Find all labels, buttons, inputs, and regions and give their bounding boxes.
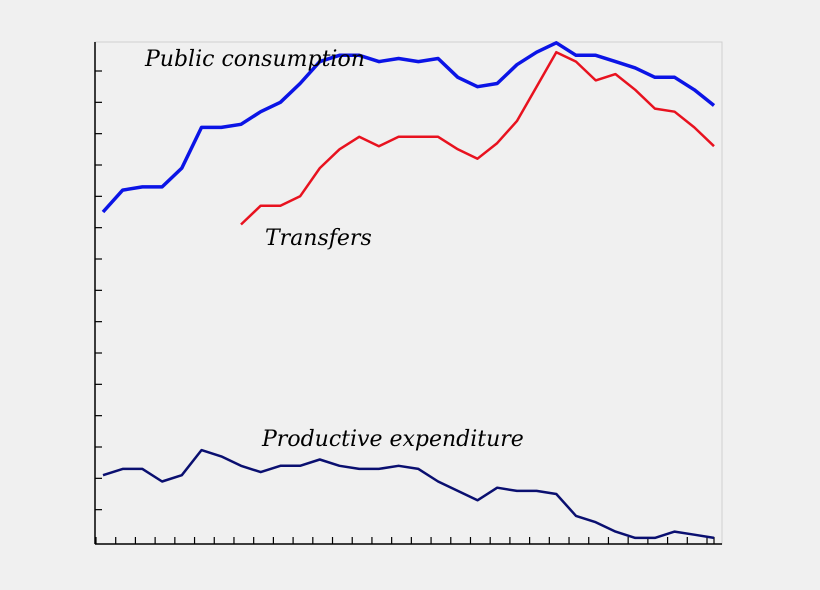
plot-frame [94, 41, 723, 545]
x-axis-ticks [95, 537, 715, 544]
series-line-public-consumption [101, 41, 716, 214]
series-line-productive-expenditure [102, 448, 715, 540]
y-axis-ticks [95, 70, 102, 511]
series-label: Productive expenditure [261, 427, 524, 452]
series-lines [101, 41, 716, 540]
series-line-transfers [240, 50, 715, 226]
series-label: Transfers [265, 226, 372, 251]
series-label: Public consumption [144, 47, 365, 72]
series-labels: Public consumption Transfers Productive ex… [144, 47, 524, 452]
